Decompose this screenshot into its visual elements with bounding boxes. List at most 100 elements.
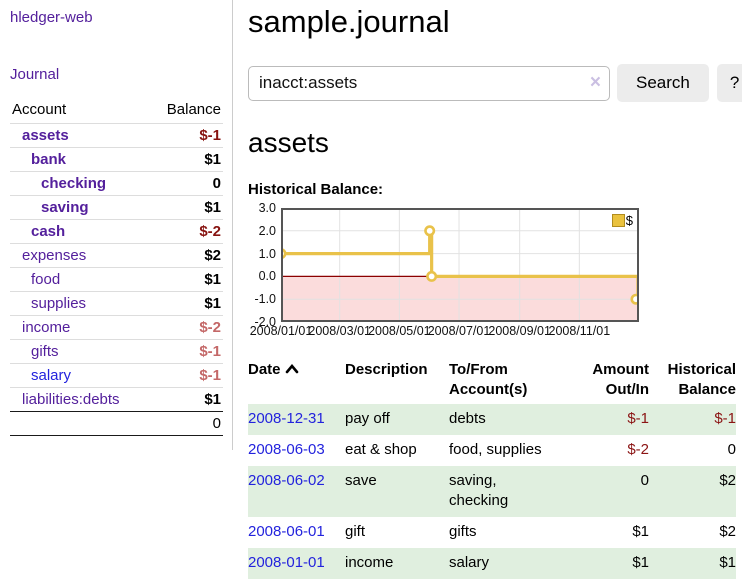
account-balance: $1 xyxy=(204,151,221,168)
balance-column-header: Historical Balance xyxy=(667,361,736,398)
search-button[interactable]: Search xyxy=(617,64,709,102)
transaction-accounts: debts xyxy=(449,404,568,435)
account-link-checking[interactable]: checking xyxy=(41,175,107,192)
account-row: assets $-1 xyxy=(10,123,223,147)
account-link-supplies[interactable]: supplies xyxy=(31,295,87,312)
transaction-description: save xyxy=(345,466,449,517)
account-balance: $-1 xyxy=(199,343,221,360)
historical-balance-chart: 3.0 2.0 1.0 0.0 -1.0 -2.0 $ 2008/01/01 2008/03… xyxy=(248,201,742,340)
account-link-cash[interactable]: cash xyxy=(31,223,66,240)
transaction-row: 2008-06-03 eat & shop food, supplies $-2… xyxy=(248,435,736,466)
transaction-amount: 0 xyxy=(568,466,649,517)
x-tick-label: 2008/09/01 xyxy=(488,324,551,338)
x-tick-label: 2008/11/01 xyxy=(548,324,611,338)
transaction-description: eat & shop xyxy=(345,441,417,458)
sidebar-item-journal[interactable]: Journal xyxy=(10,66,60,83)
y-axis-labels: 3.0 2.0 1.0 0.0 -1.0 -2.0 xyxy=(248,201,281,329)
transaction-row: 2008-06-02 save saving, checking 0 $2 xyxy=(248,466,736,517)
account-row: saving $1 xyxy=(10,195,223,219)
register-header-row: Date Description To/From Account(s) Amou… xyxy=(248,358,736,404)
legend-swatch-icon xyxy=(611,214,625,227)
legend-label: $ xyxy=(625,213,633,228)
amount-column-header: Amount Out/In xyxy=(592,361,649,398)
account-heading: assets xyxy=(248,127,329,158)
account-link-bank[interactable]: bank xyxy=(31,151,67,168)
transaction-description: gift xyxy=(345,523,366,540)
transaction-date-link[interactable]: 2008-06-02 xyxy=(248,472,325,489)
chart-canvas xyxy=(275,207,642,323)
account-row: income $-2 xyxy=(10,315,223,339)
account-balance: $1 xyxy=(204,271,221,288)
transaction-description: pay off xyxy=(345,404,449,435)
sort-ascending-icon xyxy=(285,360,299,380)
sidebar: hledger-web Journal Account Balance asse… xyxy=(0,0,233,450)
account-link-income[interactable]: income xyxy=(22,319,71,336)
account-link-saving[interactable]: saving xyxy=(41,199,89,216)
y-tick-label: 0.0 xyxy=(258,269,276,284)
transaction-description: income xyxy=(345,548,449,579)
transaction-row: 2008-01-01 income salary $1 $1 xyxy=(248,548,736,579)
y-tick-label: -1.0 xyxy=(254,292,276,307)
transaction-accounts: food, supplies xyxy=(449,441,542,458)
date-column-header[interactable]: Date xyxy=(248,358,345,404)
y-tick-label: 1.0 xyxy=(258,246,276,261)
description-column-header: Description xyxy=(345,361,428,378)
accounts-table-header: Account Balance xyxy=(10,98,223,123)
transaction-date-link[interactable]: 2008-12-31 xyxy=(248,410,325,427)
account-link-liabilities-debts[interactable]: liabilities:debts xyxy=(22,391,120,408)
account-link-food[interactable]: food xyxy=(31,271,61,288)
account-link-gifts[interactable]: gifts xyxy=(31,343,59,360)
main-content: sample.journal × Search ? assets Histori… xyxy=(233,0,742,579)
account-balance: $-1 xyxy=(199,127,221,144)
transaction-date-link[interactable]: 2008-01-01 xyxy=(248,554,325,571)
account-row: gifts $-1 xyxy=(10,339,223,363)
x-tick-label: 2008/03/01 xyxy=(308,324,371,338)
y-tick-label: 2.0 xyxy=(258,223,276,238)
account-link-expenses[interactable]: expenses xyxy=(22,247,87,264)
account-row: expenses $2 xyxy=(10,243,223,267)
account-row: checking 0 xyxy=(10,171,223,195)
account-row: food $1 xyxy=(10,267,223,291)
x-tick-label: 2008/05/01 xyxy=(368,324,431,338)
transaction-date-link[interactable]: 2008-06-03 xyxy=(248,441,325,458)
transaction-amount: $-1 xyxy=(568,404,649,435)
y-tick-label: -2.0 xyxy=(254,315,276,329)
account-row: supplies $1 xyxy=(10,291,223,315)
x-tick-label: 2008/01/01 xyxy=(249,324,313,338)
accounts-total: 0 xyxy=(10,411,223,436)
search-help-button[interactable]: ? xyxy=(716,64,742,102)
transaction-amount: $-2 xyxy=(627,441,649,458)
chart-plot-area: $ xyxy=(275,207,642,323)
transaction-date-link[interactable]: 2008-06-01 xyxy=(248,523,325,540)
account-link-assets[interactable]: assets xyxy=(22,127,69,144)
transaction-balance: $1 xyxy=(649,548,736,579)
transaction-accounts: saving, checking xyxy=(449,466,568,517)
transaction-accounts: salary xyxy=(449,548,568,579)
x-tick-label: 2008/07/01 xyxy=(427,324,491,338)
search-form: × Search ? xyxy=(248,64,742,102)
transaction-balance: $2 xyxy=(649,466,736,517)
x-axis-labels: 2008/01/01 2008/03/01 2008/05/01 2008/07/01… xyxy=(250,322,639,340)
search-input[interactable] xyxy=(248,65,610,101)
clear-search-icon[interactable]: × xyxy=(589,71,601,93)
transaction-amount: $1 xyxy=(568,548,649,579)
transaction-row: 2008-06-01 gift gifts $1 $2 xyxy=(248,517,736,548)
account-balance: $-2 xyxy=(199,223,221,240)
account-balance: $2 xyxy=(204,247,221,264)
account-row: salary $-1 xyxy=(10,363,223,387)
transaction-accounts: gifts xyxy=(449,523,477,540)
accounts-table: Account Balance assets $-1 bank $1 check… xyxy=(10,98,223,436)
account-balance: $1 xyxy=(204,295,221,312)
account-column-header: Account xyxy=(12,101,67,118)
transaction-balance: 0 xyxy=(727,441,736,458)
balance-column-header: Balance xyxy=(166,101,221,118)
y-tick-label: 3.0 xyxy=(258,201,276,215)
accounts-column-header: To/From Account(s) xyxy=(449,361,528,398)
register-table: Date Description To/From Account(s) Amou… xyxy=(248,358,736,579)
account-row: bank $1 xyxy=(10,147,223,171)
app-title-link[interactable]: hledger-web xyxy=(10,9,93,26)
account-row: cash $-2 xyxy=(10,219,223,243)
page-title: sample.journal xyxy=(248,4,450,39)
account-link-salary[interactable]: salary xyxy=(31,367,72,384)
